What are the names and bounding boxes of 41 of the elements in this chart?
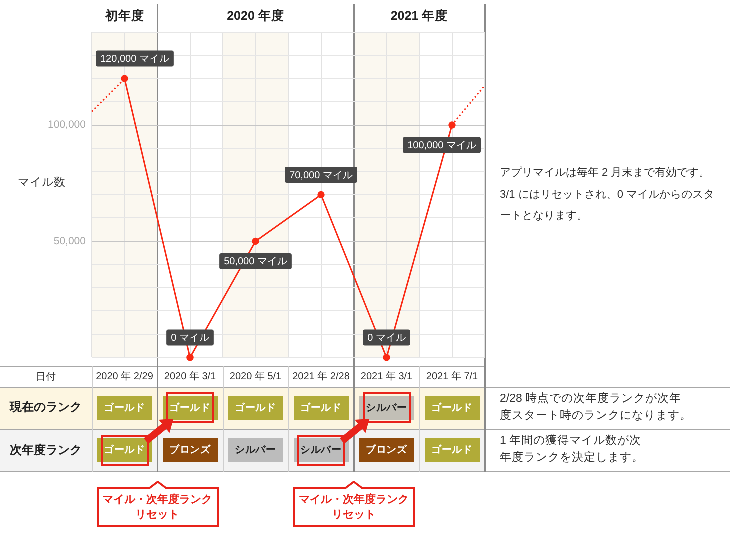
x-tick-label: 2020 年 2/29 (96, 370, 154, 382)
y-axis-title: マイル数 (18, 176, 66, 190)
category-label: 1 年間の獲得マイル数が次年度ランクを決定します。 (500, 435, 644, 464)
data-label: 100,000 マイル (408, 140, 477, 152)
text: 初年度 (105, 9, 144, 23)
badge: シルバー (228, 438, 284, 462)
x-tick-label: 2021 年 7/1 (426, 370, 479, 382)
data-label: 120,000 マイル (100, 54, 170, 66)
badge: ゴールド (424, 438, 480, 462)
badge: ブロンズ (359, 438, 414, 462)
data-label: 70,000 マイル (290, 170, 353, 182)
x-tick-label: 2020 年 3/1 (164, 370, 217, 382)
text: マイル・次年度ランクリセット (102, 492, 214, 522)
badge: ゴールド (97, 438, 152, 462)
point (318, 191, 325, 199)
data-label: 0 マイル (368, 332, 406, 344)
point (383, 354, 390, 362)
point (121, 75, 128, 82)
x-tick-label: 2021 年 3/1 (360, 370, 414, 382)
x-axis-title: 日付 (36, 372, 56, 383)
data-label: 0 マイル (171, 332, 210, 344)
x-tick-label: 2020 年 5/1 (230, 370, 282, 382)
category-label: 次年度ランク (10, 442, 82, 456)
text: 2020 年度 (227, 9, 284, 23)
text: マイル・次年度ランクリセット (298, 492, 410, 522)
text: 2021 年度 (390, 9, 448, 23)
y-tick-label: 50,000 (54, 235, 86, 248)
badge: ゴールド (424, 396, 480, 420)
text: アプリマイルは毎年 2 月末まで有効です。3/1 にはリセットされ、0 マイルからのスタートとなります。 (500, 166, 716, 224)
point (186, 354, 194, 362)
category-label: 現在のランク (10, 400, 82, 414)
y-tick-label: 100,000 (48, 119, 86, 132)
data-label: 50,000 マイル (224, 256, 288, 268)
badge: ブロンズ (162, 438, 218, 462)
badge: ゴールド (97, 396, 152, 420)
badge: ゴールド (294, 396, 349, 420)
x-tick-label: 2021 年 2/28 (292, 370, 350, 382)
point (448, 122, 456, 129)
point (252, 238, 260, 246)
badge: ゴールド (228, 396, 284, 420)
category-label: 2/28 時点での次年度ランクが次年度スタート時のランクになります。 (500, 392, 692, 422)
